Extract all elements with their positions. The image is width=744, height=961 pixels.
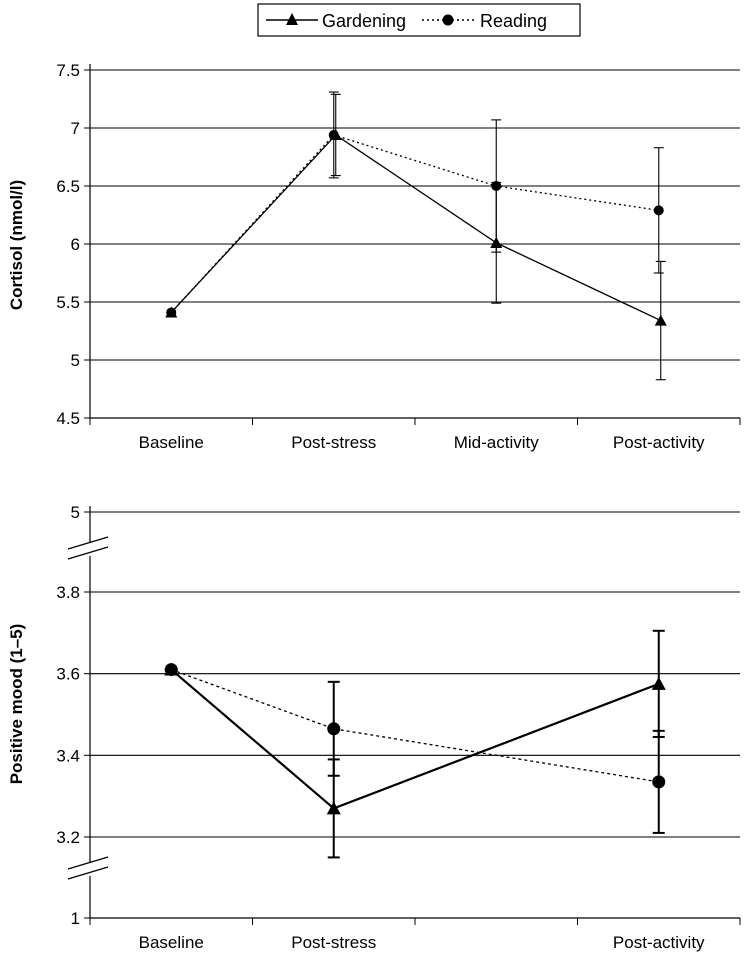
cortisol-chart: 4.5 5 5.5 6 6.5 7 7.5 Baseline Post-stress Mid-a… bbox=[7, 61, 741, 452]
gardening-point bbox=[326, 801, 341, 815]
mood-axis-break bbox=[67, 546, 109, 560]
cortisol-y-tick-labels: 4.5 5 5.5 6 6.5 7 7.5 bbox=[56, 61, 80, 428]
mood-axis-break bbox=[67, 536, 109, 550]
cortisol-x-tick-labels: Baseline Post-stress Mid-activity Post-acti… bbox=[139, 433, 705, 452]
cortisol-gridlines bbox=[90, 69, 740, 361]
mood-y-axis-label: Positive mood (1–5) bbox=[7, 624, 26, 785]
cortisol-x-tick-label: Baseline bbox=[139, 433, 204, 452]
mood-y-tick-label: 5 bbox=[71, 503, 80, 522]
mood-axes bbox=[67, 506, 741, 925]
gardening-point bbox=[329, 128, 342, 141]
cortisol-axes bbox=[84, 64, 741, 425]
cortisol-x-tick-label: Mid-activity bbox=[454, 433, 540, 452]
mood-x-tick-labels: Baseline Post-stress Post-activity bbox=[139, 933, 705, 952]
legend-reading-label: Reading bbox=[480, 11, 547, 31]
legend: Gardening Reading bbox=[257, 3, 581, 37]
cortisol-y-axis-label: Cortisol (nmol/l) bbox=[7, 180, 26, 310]
cortisol-y-tick-label: 4.5 bbox=[56, 409, 80, 428]
cortisol-x-tick-label: Post-activity bbox=[613, 433, 705, 452]
mood-x-tick-label: Baseline bbox=[139, 933, 204, 952]
mood-y-tick-label: 1 bbox=[71, 909, 80, 928]
cortisol-x-tick-label: Post-stress bbox=[291, 433, 376, 452]
reading-line bbox=[171, 668, 659, 783]
mood-x-tick-label: Post-activity bbox=[613, 933, 705, 952]
mood-y-tick-label: 3.8 bbox=[56, 583, 80, 602]
cortisol-y-tick-label: 5.5 bbox=[56, 293, 80, 312]
mood-series bbox=[164, 629, 666, 859]
cortisol-y-tick-label: 5 bbox=[71, 351, 80, 370]
gardening-point bbox=[651, 676, 666, 690]
legend-gardening-marker bbox=[286, 13, 298, 25]
gardening-line bbox=[170, 668, 660, 810]
mood-y-tick-label: 3.4 bbox=[56, 746, 80, 765]
cortisol-y-tick-label: 6.5 bbox=[56, 177, 80, 196]
cortisol-y-tick-label: 7.5 bbox=[56, 61, 80, 80]
gardening-point bbox=[164, 662, 179, 676]
mood-axis-break bbox=[67, 856, 109, 870]
mood-chart: 1 3.2 3.4 3.6 3.8 5 Baseline Post-stress Post-a… bbox=[7, 503, 741, 952]
reading-point bbox=[327, 722, 341, 736]
mood-y-tick-labels: 1 3.2 3.4 3.6 3.8 5 bbox=[56, 503, 80, 928]
cortisol-series bbox=[165, 91, 667, 381]
mood-x-tick-label: Post-stress bbox=[291, 933, 376, 952]
mood-y-tick-label: 3.2 bbox=[56, 828, 80, 847]
mood-y-tick-label: 3.6 bbox=[56, 665, 80, 684]
reading-line bbox=[170, 134, 659, 313]
cortisol-y-tick-label: 7 bbox=[71, 119, 80, 138]
cortisol-y-tick-label: 6 bbox=[71, 235, 80, 254]
gardening-point bbox=[654, 314, 667, 326]
legend-gardening-label: Gardening bbox=[322, 11, 406, 31]
reading-point bbox=[653, 205, 664, 216]
gardening-point bbox=[165, 306, 178, 318]
legend-reading-marker bbox=[442, 14, 454, 26]
reading-point bbox=[491, 181, 502, 191]
mood-axis-break bbox=[67, 866, 109, 880]
gardening-line bbox=[170, 134, 662, 322]
gardening-point bbox=[490, 236, 503, 248]
reading-point bbox=[652, 775, 666, 789]
mood-gridlines bbox=[90, 511, 740, 838]
